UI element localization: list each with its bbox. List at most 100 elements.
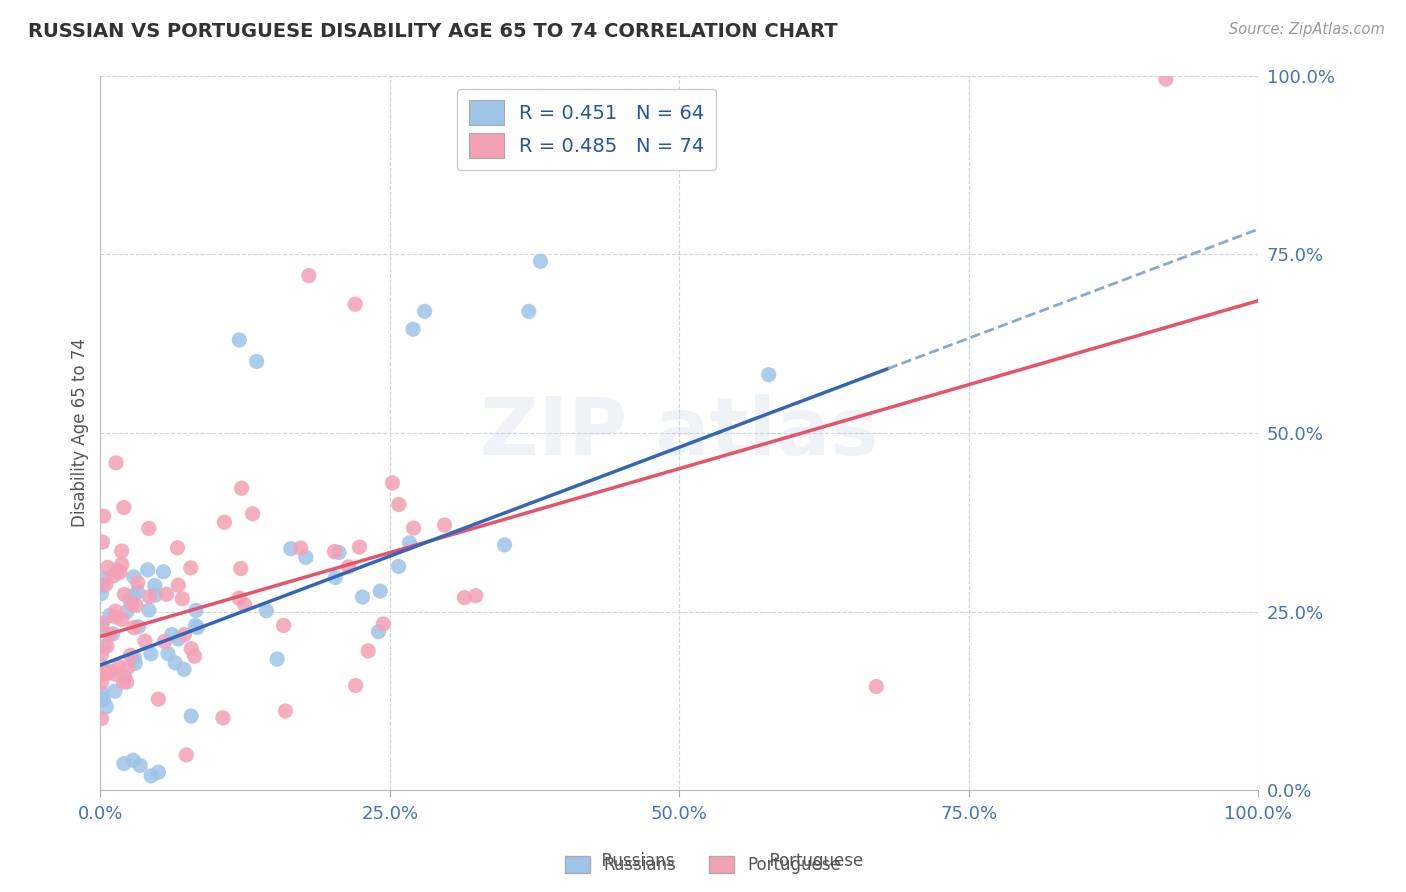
Point [173, 662, 195, 676]
Point [122, 570, 145, 584]
Point [290, 541, 312, 555]
Point [91, 616, 114, 631]
Point [180, 641, 202, 656]
Point [112, 675, 135, 690]
Point [212, 711, 235, 725]
Text: Portuguese: Portuguese [759, 852, 863, 870]
Point [90, 665, 112, 679]
Point [139, 647, 162, 661]
Point [433, 518, 456, 533]
Text: ZIP atlas: ZIP atlas [481, 394, 879, 472]
Point [98, 665, 121, 679]
Legend: Russians, Portuguese: Russians, Portuguese [558, 849, 848, 881]
Point [176, 747, 198, 762]
Text: Russians: Russians [591, 852, 673, 870]
Point [152, 565, 174, 579]
Point [129, 758, 152, 772]
Point [112, 756, 135, 771]
Point [148, 692, 170, 706]
Point [94, 571, 117, 585]
Point [114, 670, 136, 684]
Point [124, 650, 146, 665]
Point [280, 541, 302, 556]
Point [108, 565, 131, 579]
Point [105, 456, 128, 470]
Point [165, 656, 187, 670]
Point [349, 540, 371, 554]
Point [108, 659, 131, 673]
Point [517, 304, 540, 318]
Point [173, 627, 195, 641]
Point [93, 509, 115, 524]
Point [153, 634, 176, 648]
Point [155, 587, 177, 601]
Point [388, 498, 411, 512]
Point [90, 686, 112, 700]
Point [373, 616, 395, 631]
Point [357, 644, 380, 658]
Point [228, 333, 250, 347]
Point [122, 621, 145, 635]
Point [90, 619, 112, 633]
Point [134, 634, 156, 648]
Point [93, 640, 115, 654]
Point [464, 589, 486, 603]
Point [246, 354, 269, 368]
Point [94, 577, 117, 591]
Point [273, 618, 295, 632]
Point [368, 584, 391, 599]
Point [111, 558, 134, 572]
Point [184, 603, 207, 617]
Point [112, 500, 135, 515]
Text: RUSSIAN VS PORTUGUESE DISABILITY AGE 65 TO 74 CORRELATION CHART: RUSSIAN VS PORTUGUESE DISABILITY AGE 65 … [28, 22, 838, 41]
Point [115, 675, 138, 690]
Point [398, 536, 420, 550]
Point [494, 538, 516, 552]
Point [93, 692, 115, 706]
Point [180, 709, 202, 723]
Point [453, 591, 475, 605]
Point [1154, 72, 1177, 87]
Point [112, 587, 135, 601]
Point [229, 561, 252, 575]
Point [758, 368, 780, 382]
Point [242, 507, 264, 521]
Point [167, 578, 190, 592]
Point [344, 679, 367, 693]
Point [402, 322, 425, 336]
Y-axis label: Disability Age 65 to 74: Disability Age 65 to 74 [72, 338, 89, 527]
Point [148, 765, 170, 780]
Point [136, 563, 159, 577]
Point [138, 590, 160, 604]
Point [166, 541, 188, 555]
Point [529, 254, 551, 268]
Point [233, 598, 256, 612]
Point [328, 545, 350, 559]
Point [122, 589, 145, 603]
Point [367, 624, 389, 639]
Point [104, 667, 127, 681]
Point [97, 666, 120, 681]
Point [98, 608, 121, 623]
Point [186, 620, 208, 634]
Point [352, 590, 374, 604]
Point [231, 481, 253, 495]
Point [101, 627, 124, 641]
Point [90, 647, 112, 661]
Point [127, 575, 149, 590]
Point [98, 627, 121, 641]
Point [214, 515, 236, 529]
Point [337, 559, 360, 574]
Point [344, 297, 367, 311]
Legend: R = 0.451   N = 64, R = 0.485   N = 74: R = 0.451 N = 64, R = 0.485 N = 74 [457, 89, 716, 169]
Point [156, 647, 179, 661]
Point [90, 675, 112, 690]
Point [111, 612, 134, 626]
Point [118, 592, 141, 607]
Point [381, 475, 404, 490]
Point [122, 753, 145, 767]
Point [97, 560, 120, 574]
Point [93, 663, 115, 677]
Point [111, 544, 134, 558]
Point [274, 704, 297, 718]
